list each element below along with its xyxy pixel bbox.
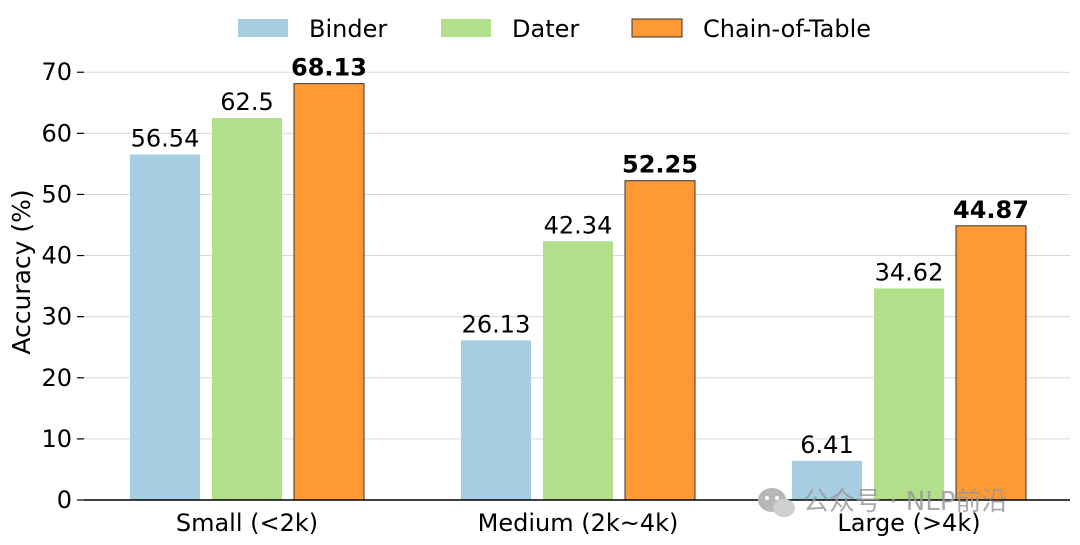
bar-value-labels: 56.54 26.13 6.41 62.5 42.34 34.62 68.13 52.25 44… <box>131 54 1029 459</box>
bar-binder-0 <box>130 154 200 500</box>
bar-value-label: 68.13 <box>291 54 367 82</box>
x-tick-label: Medium (2k~4k) <box>478 509 679 537</box>
bar-value-label: 42.34 <box>544 211 613 239</box>
y-tick-labels: 0 10 20 30 40 50 60 70 <box>41 58 84 514</box>
y-tick-label: 60 <box>41 119 72 147</box>
y-tick-label: 70 <box>41 58 72 86</box>
x-tick-label: Small (<2k) <box>176 509 318 537</box>
bars <box>130 83 1027 501</box>
bar-chain-of-table-0 <box>293 83 365 501</box>
y-tick-label: 50 <box>41 180 72 208</box>
y-tick-label: 20 <box>41 364 72 392</box>
bar-chain-of-table-1 <box>624 180 696 501</box>
x-tick-label: Large (>4k) <box>837 509 980 537</box>
y-tick-label: 0 <box>57 486 72 514</box>
bar-value-label: 52.25 <box>622 151 698 179</box>
bar-value-label: 62.5 <box>220 88 273 116</box>
legend-swatch <box>441 19 491 37</box>
y-tick-label: 40 <box>41 242 72 270</box>
bar-dater-2 <box>874 288 944 500</box>
legend-label: Dater <box>512 15 579 43</box>
y-tick-label: 30 <box>41 303 72 331</box>
legend: Binder Dater Chain-of-Table <box>238 15 871 43</box>
y-axis-title: Accuracy (%) <box>7 189 36 354</box>
legend-label: Chain-of-Table <box>703 15 871 43</box>
x-tick-labels: Small (<2k) Medium (2k~4k) Large (>4k) <box>176 509 981 537</box>
bar-value-label: 44.87 <box>953 196 1029 224</box>
bar-chain-of-table-2 <box>955 225 1027 501</box>
bar-dater-0 <box>212 118 282 501</box>
bar-binder-1 <box>461 340 531 500</box>
legend-label: Binder <box>309 15 387 43</box>
bar-value-label: 26.13 <box>462 310 531 338</box>
bar-value-label: 56.54 <box>131 124 200 152</box>
wechat-icon <box>758 488 795 517</box>
legend-swatch <box>238 19 288 37</box>
bar-value-label: 34.62 <box>875 258 944 286</box>
watermark: 公众号 · NLP前沿 <box>758 487 1007 517</box>
legend-swatch <box>631 18 683 38</box>
bar-dater-1 <box>543 241 613 500</box>
bar-value-label: 6.41 <box>800 431 853 459</box>
bar-binder-2 <box>792 460 862 500</box>
watermark-text: 公众号 · NLP前沿 <box>803 487 1007 517</box>
y-tick-label: 10 <box>41 425 72 453</box>
